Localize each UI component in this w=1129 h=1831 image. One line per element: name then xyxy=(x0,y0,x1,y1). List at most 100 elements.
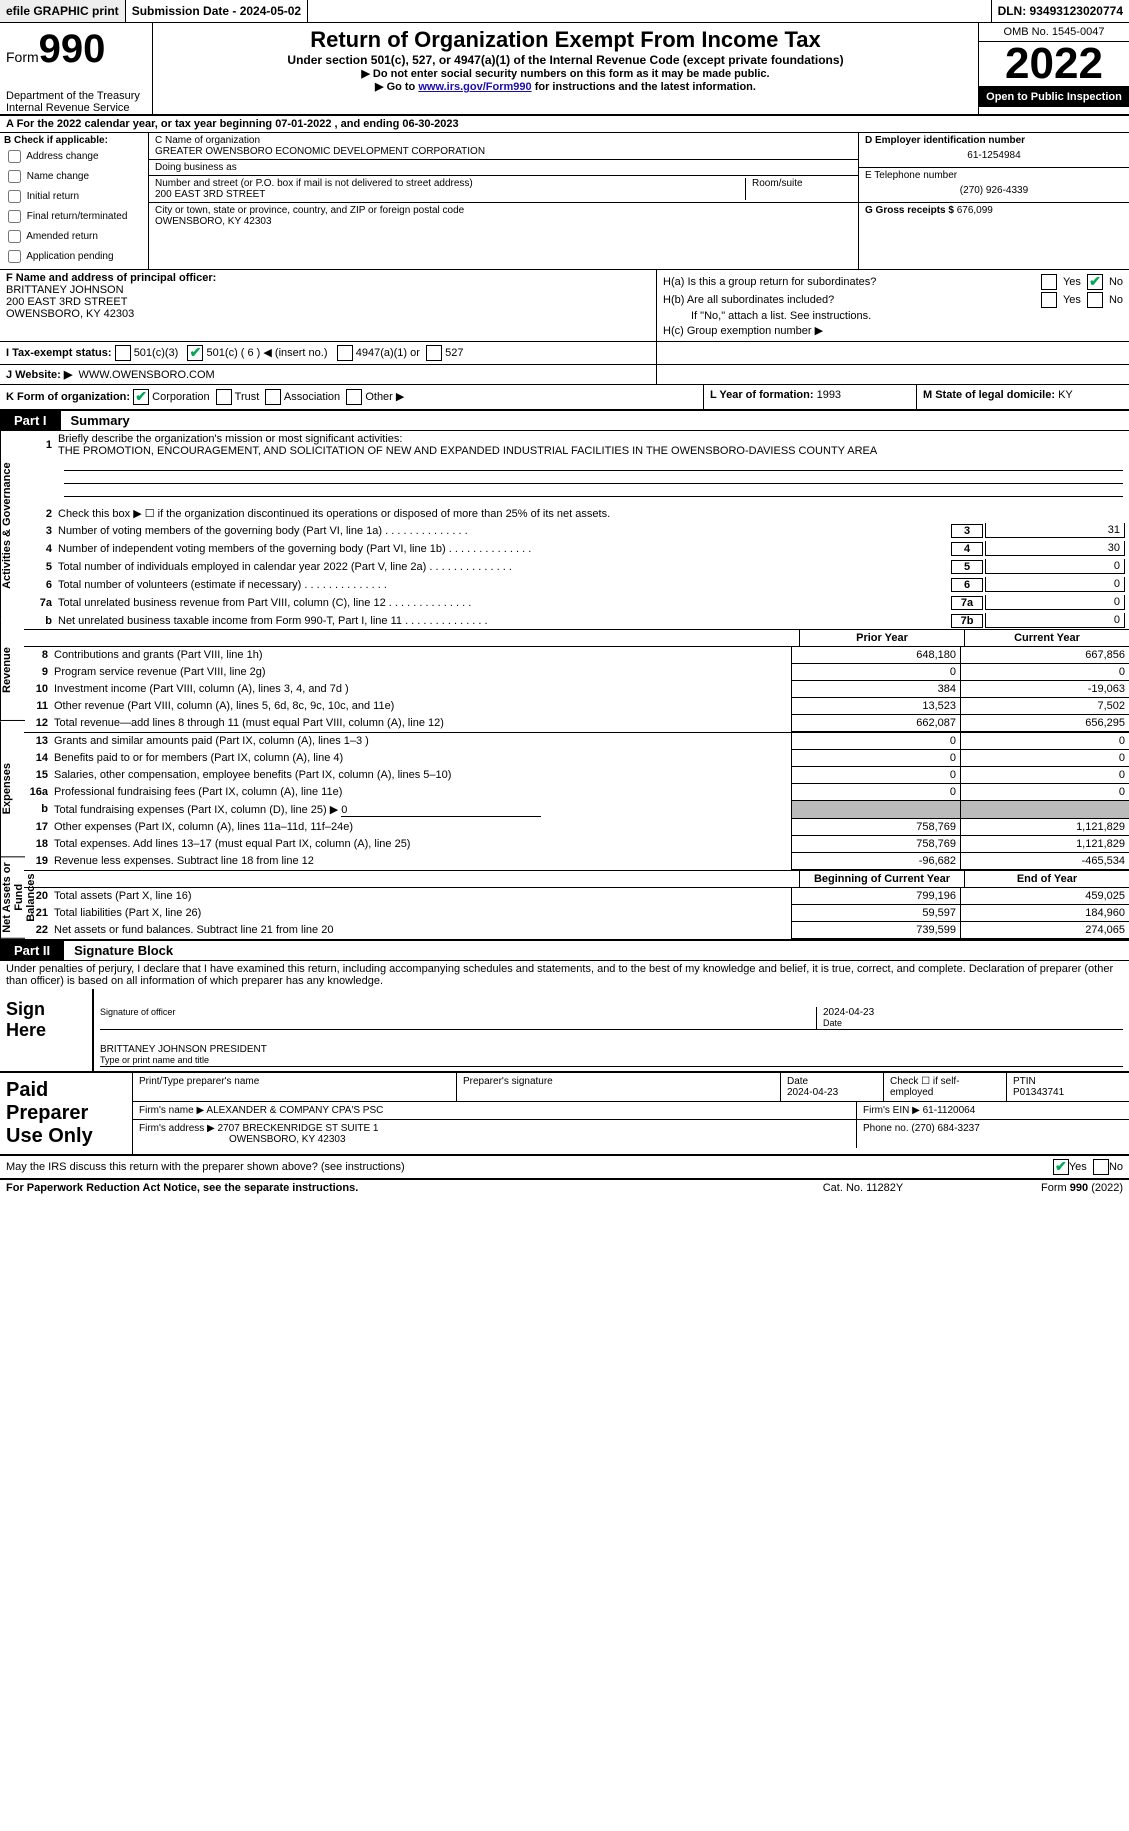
i-527[interactable] xyxy=(426,345,442,361)
dba-label: Doing business as xyxy=(155,162,852,173)
ein-value: 61-1254984 xyxy=(865,146,1123,165)
mission-blank-line xyxy=(64,471,1123,484)
vtab-governance: Activities & Governance xyxy=(0,431,25,621)
summary-line-14: 14Benefits paid to or for members (Part … xyxy=(24,750,1129,767)
perjury-declaration: Under penalties of perjury, I declare th… xyxy=(0,961,1129,989)
k-corp[interactable] xyxy=(133,389,149,405)
self-employed-check[interactable]: Check ☐ if self-employed xyxy=(884,1073,1007,1101)
hc-label: H(c) Group exemption number ▶ xyxy=(663,324,1123,337)
summary-line-13: 13Grants and similar amounts paid (Part … xyxy=(24,733,1129,750)
line-16b: b Total fundraising expenses (Part IX, c… xyxy=(24,801,1129,819)
open-inspection: Open to Public Inspection xyxy=(979,87,1129,107)
street-value: 200 EAST 3RD STREET xyxy=(155,189,265,200)
ha-label: H(a) Is this a group return for subordin… xyxy=(663,276,1035,288)
ha-yes[interactable] xyxy=(1041,274,1057,290)
summary-line-11: 11Other revenue (Part VIII, column (A), … xyxy=(24,698,1129,715)
check-applicable: B Check if applicable: Address change Na… xyxy=(0,133,149,269)
chk-app-pending[interactable]: Application pending xyxy=(4,247,144,266)
street-label: Number and street (or P.O. box if mail i… xyxy=(155,178,745,189)
k-other[interactable] xyxy=(346,389,362,405)
page-footer: For Paperwork Reduction Act Notice, see … xyxy=(0,1179,1129,1196)
vtab-revenue: Revenue xyxy=(0,621,25,721)
gross-receipts-label: G Gross receipts $ xyxy=(865,205,954,216)
line-a-tax-year: A For the 2022 calendar year, or tax yea… xyxy=(0,116,1129,133)
summary-line-9: 9Program service revenue (Part VIII, lin… xyxy=(24,664,1129,681)
l1-label: Briefly describe the organization's miss… xyxy=(58,433,402,445)
ha-no[interactable] xyxy=(1087,274,1103,290)
vtab-net-assets: Net Assets or Fund Balances xyxy=(0,857,25,939)
phone-value: (270) 926-4339 xyxy=(865,181,1123,200)
summary-line-10: 10Investment income (Part VIII, column (… xyxy=(24,681,1129,698)
officer-name: BRITTANEY JOHNSON xyxy=(6,284,124,296)
form-header: Form990 Department of the Treasury Inter… xyxy=(0,23,1129,116)
form-number: Form990 xyxy=(6,27,146,72)
ssn-notice: ▶ Do not enter social security numbers o… xyxy=(159,67,972,80)
summary-line-4: 4Number of independent voting members of… xyxy=(24,539,1129,557)
summary-line-7a: 7aTotal unrelated business revenue from … xyxy=(24,593,1129,611)
treasury-dept: Department of the Treasury xyxy=(6,90,146,102)
paid-preparer-block: Paid Preparer Use Only Print/Type prepar… xyxy=(0,1071,1129,1156)
form-title: Return of Organization Exempt From Incom… xyxy=(159,27,972,53)
summary-line-22: 22Net assets or fund balances. Subtract … xyxy=(24,922,1129,939)
summary-line-12: 12Total revenue—add lines 8 through 11 (… xyxy=(24,715,1129,732)
website-value: WWW.OWENSBORO.COM xyxy=(78,369,214,381)
part2-header: Part II Signature Block xyxy=(0,941,1129,961)
chk-initial-return[interactable]: Initial return xyxy=(4,187,144,206)
chk-name-change[interactable]: Name change xyxy=(4,167,144,186)
room-label: Room/suite xyxy=(752,178,852,189)
discuss-row: May the IRS discuss this return with the… xyxy=(0,1156,1129,1179)
summary-line-18: 18Total expenses. Add lines 13–17 (must … xyxy=(24,836,1129,853)
dln: DLN: 93493123020774 xyxy=(991,0,1129,22)
org-name-label: C Name of organization xyxy=(155,135,852,146)
fundraising-expenses-val: 0 xyxy=(341,804,541,817)
row-k: K Form of organization: Corporation Trus… xyxy=(0,385,1129,411)
summary-line-5: 5Total number of individuals employed in… xyxy=(24,557,1129,575)
hb-yes[interactable] xyxy=(1041,292,1057,308)
city-label: City or town, state or province, country… xyxy=(155,205,852,216)
officer-group-section: F Name and address of principal officer:… xyxy=(0,270,1129,342)
officer-addr2: OWENSBORO, KY 42303 xyxy=(6,308,134,320)
summary-line-8: 8Contributions and grants (Part VIII, li… xyxy=(24,647,1129,664)
preparer-sig-lbl: Preparer's signature xyxy=(457,1073,781,1101)
sign-here-label: Sign Here xyxy=(0,989,92,1071)
i-4947[interactable] xyxy=(337,345,353,361)
signature-line[interactable]: Signature of officer xyxy=(100,1007,816,1029)
row-i: I Tax-exempt status: 501(c)(3) 501(c) ( … xyxy=(0,342,1129,365)
city-value: OWENSBORO, KY 42303 xyxy=(155,216,272,227)
officer-label: F Name and address of principal officer: xyxy=(6,272,216,284)
chk-final-return[interactable]: Final return/terminated xyxy=(4,207,144,226)
top-bar: efile GRAPHIC print Submission Date - 20… xyxy=(0,0,1129,23)
summary-line-19: 19Revenue less expenses. Subtract line 1… xyxy=(24,853,1129,870)
k-trust[interactable] xyxy=(216,389,232,405)
summary-line-15: 15Salaries, other compensation, employee… xyxy=(24,767,1129,784)
i-501c[interactable] xyxy=(187,345,203,361)
k-assoc[interactable] xyxy=(265,389,281,405)
submission-date: Submission Date - 2024-05-02 xyxy=(126,0,308,22)
hb-no[interactable] xyxy=(1087,292,1103,308)
hb-label: H(b) Are all subordinates included? xyxy=(663,294,1035,306)
tax-year: 2022 xyxy=(979,42,1129,87)
discuss-no[interactable] xyxy=(1093,1159,1109,1175)
sig-date: 2024-04-23 xyxy=(823,1007,1123,1018)
i-501c3[interactable] xyxy=(115,345,131,361)
beg-end-header: Beginning of Current Year End of Year xyxy=(24,870,1129,888)
year-formation: 1993 xyxy=(817,389,841,401)
ptin: P01343741 xyxy=(1013,1087,1064,1098)
chk-amended[interactable]: Amended return xyxy=(4,227,144,246)
firm-name: ALEXANDER & COMPANY CPA'S PSC xyxy=(206,1105,383,1116)
signature-block: Under penalties of perjury, I declare th… xyxy=(0,961,1129,1179)
summary-line-17: 17Other expenses (Part IX, column (A), l… xyxy=(24,819,1129,836)
l2-checkbox-line: Check this box ▶ ☐ if the organization d… xyxy=(58,507,1125,520)
officer-name-title: BRITTANEY JOHNSON PRESIDENT xyxy=(100,1044,1123,1055)
summary-line-20: 20Total assets (Part X, line 16)799,1964… xyxy=(24,888,1129,905)
instructions-notice: ▶ Go to www.irs.gov/Form990 for instruct… xyxy=(159,80,972,93)
irs-link[interactable]: www.irs.gov/Form990 xyxy=(418,81,531,93)
efile-print-button[interactable]: efile GRAPHIC print xyxy=(0,0,126,22)
form-subtitle: Under section 501(c), 527, or 4947(a)(1)… xyxy=(159,53,972,67)
discuss-yes[interactable] xyxy=(1053,1159,1069,1175)
firm-addr1: 2707 BRECKENRIDGE ST SUITE 1 xyxy=(218,1123,379,1134)
paid-preparer-label: Paid Preparer Use Only xyxy=(0,1073,132,1154)
org-info-section: B Check if applicable: Address change Na… xyxy=(0,133,1129,270)
summary-line-7b: bNet unrelated business taxable income f… xyxy=(24,611,1129,629)
chk-address-change[interactable]: Address change xyxy=(4,147,144,166)
